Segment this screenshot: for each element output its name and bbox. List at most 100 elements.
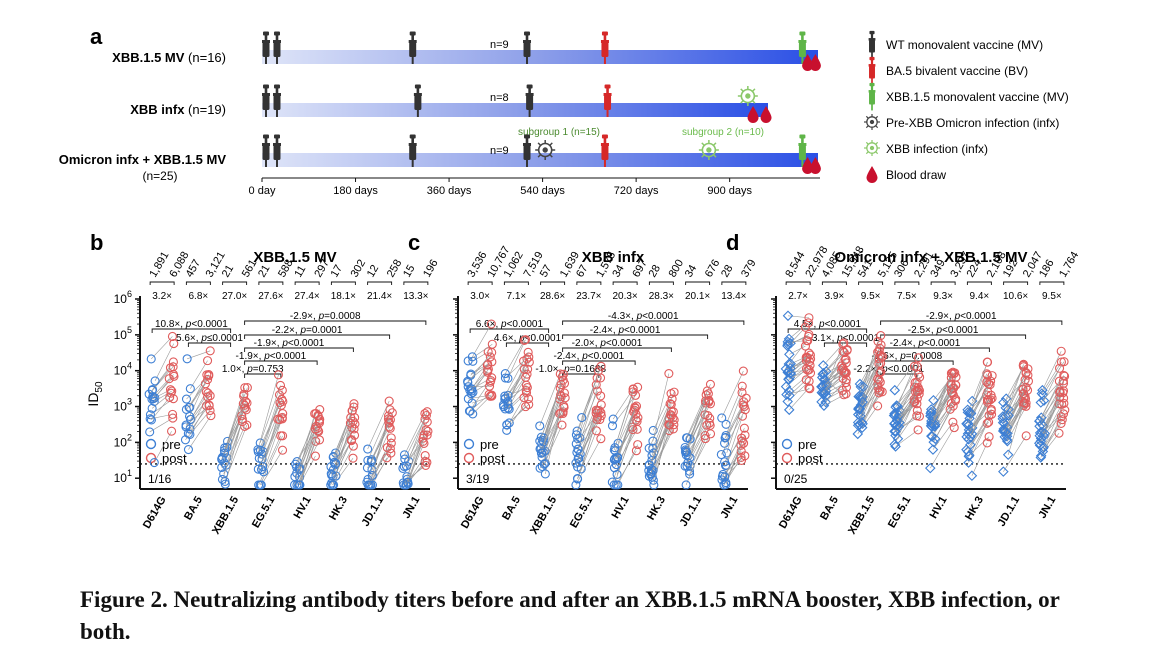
y-axis-label: ID50 [85,381,105,407]
post-point [631,401,642,411]
mid-count: n=9 [490,39,509,51]
comparison-label: -1.6×, p=0.0008 [872,351,943,362]
pre-point [890,401,901,413]
pre-point [146,415,156,425]
post-point [485,391,495,401]
pair-line [1007,406,1027,442]
pre-point [782,336,794,348]
post-point [275,380,286,391]
comparison-bracket [562,347,672,352]
pair-line [294,428,316,477]
pre-point [362,463,372,473]
timeline-legend: WT monovalent vaccine (MV) BA.5 bivalent … [863,30,1069,183]
pair-line [1041,392,1060,433]
pair-line [725,386,743,425]
x-tick-label: BA.5 [500,495,523,523]
fold-bracket [612,281,638,285]
pair-line [1006,402,1025,434]
pre-gmt-label: 12 [365,263,382,280]
post-point [593,412,603,422]
pair-line [896,377,920,406]
fold-change-label: 21.4× [367,291,392,302]
pre-point [146,354,156,364]
pair-line [722,451,742,477]
pair-line [930,427,955,469]
pair-line [721,460,742,481]
pre-point [607,421,618,431]
pair-line [823,342,845,366]
post-point [346,413,356,423]
pair-line [895,416,920,432]
pre-point [925,462,936,474]
post-point [841,374,851,385]
row-n: (n=25) [142,169,177,183]
panel-title: XBB infx [582,249,645,266]
pair-line [577,377,601,450]
pair-line [970,395,992,437]
post-point [386,433,396,443]
pair-line [299,430,319,478]
timeline-axis: 0 day 180 days 360 days 540 days 720 days 900… [249,177,820,197]
legend-pre-marker [781,438,793,450]
pair-line [685,438,706,486]
pre-point [401,461,411,471]
pair-line [189,396,208,430]
post-point [560,393,570,403]
pre-point [720,433,730,443]
legend-post-marker [463,452,475,464]
pre-point [608,414,618,424]
virus-icon [737,85,759,107]
pair-line [966,422,989,450]
post-point [596,391,606,401]
post-point [985,380,995,390]
fold-change-label: 20.3× [612,291,637,302]
post-point [982,438,992,448]
x-tick-label: JN.1 [400,495,422,521]
post-point [666,411,676,421]
pre-point [817,360,829,371]
pre-point [290,472,300,482]
post-point [982,357,992,367]
post-point [736,455,747,465]
post-point [277,385,287,395]
pair-line [507,377,526,409]
pre-point [682,433,692,443]
post-point [915,372,925,382]
pre-point [463,394,473,404]
pre-point [929,433,941,445]
post-point [874,375,884,385]
pre-point [463,382,473,392]
post-point [948,417,958,427]
pre-gmt-label: 8,544 [783,250,807,280]
pre-point [363,480,373,490]
post-point [487,390,497,400]
pair-line [931,383,952,410]
comparison-label: -2.4×, p<0.0001 [590,325,661,336]
post-point [839,338,849,348]
timeline-row-omicron-infx-xbb15-mv: Omicron infx + XBB.1.5 MV (n=25) n=9 sub… [59,127,818,183]
pair-line [652,373,670,442]
x-tick-label: JD.1.1 [360,495,387,529]
fold-bracket [149,281,175,285]
post-point [705,429,716,439]
pre-gmt-label: 3,536 [465,250,489,280]
pre-point [818,400,830,411]
post-point [483,359,493,370]
pre-point [1034,430,1046,442]
comparison-label: -1.0×, p=0.1688 [535,364,606,375]
post-point [737,433,747,443]
post-point [169,339,179,349]
pair-line [652,430,670,478]
pre-gmt-label: 67 [574,263,591,280]
post-point [1019,389,1029,399]
pre-point [820,396,832,408]
pre-point [962,417,974,429]
pair-line [651,404,672,456]
pair-line [403,421,428,467]
post-point [1021,368,1031,378]
post-point [877,351,888,361]
x-tick-label: HK.3 [645,495,668,523]
post-gmt-label: 676 [703,258,723,280]
pair-line [687,400,710,463]
post-point [912,399,922,409]
